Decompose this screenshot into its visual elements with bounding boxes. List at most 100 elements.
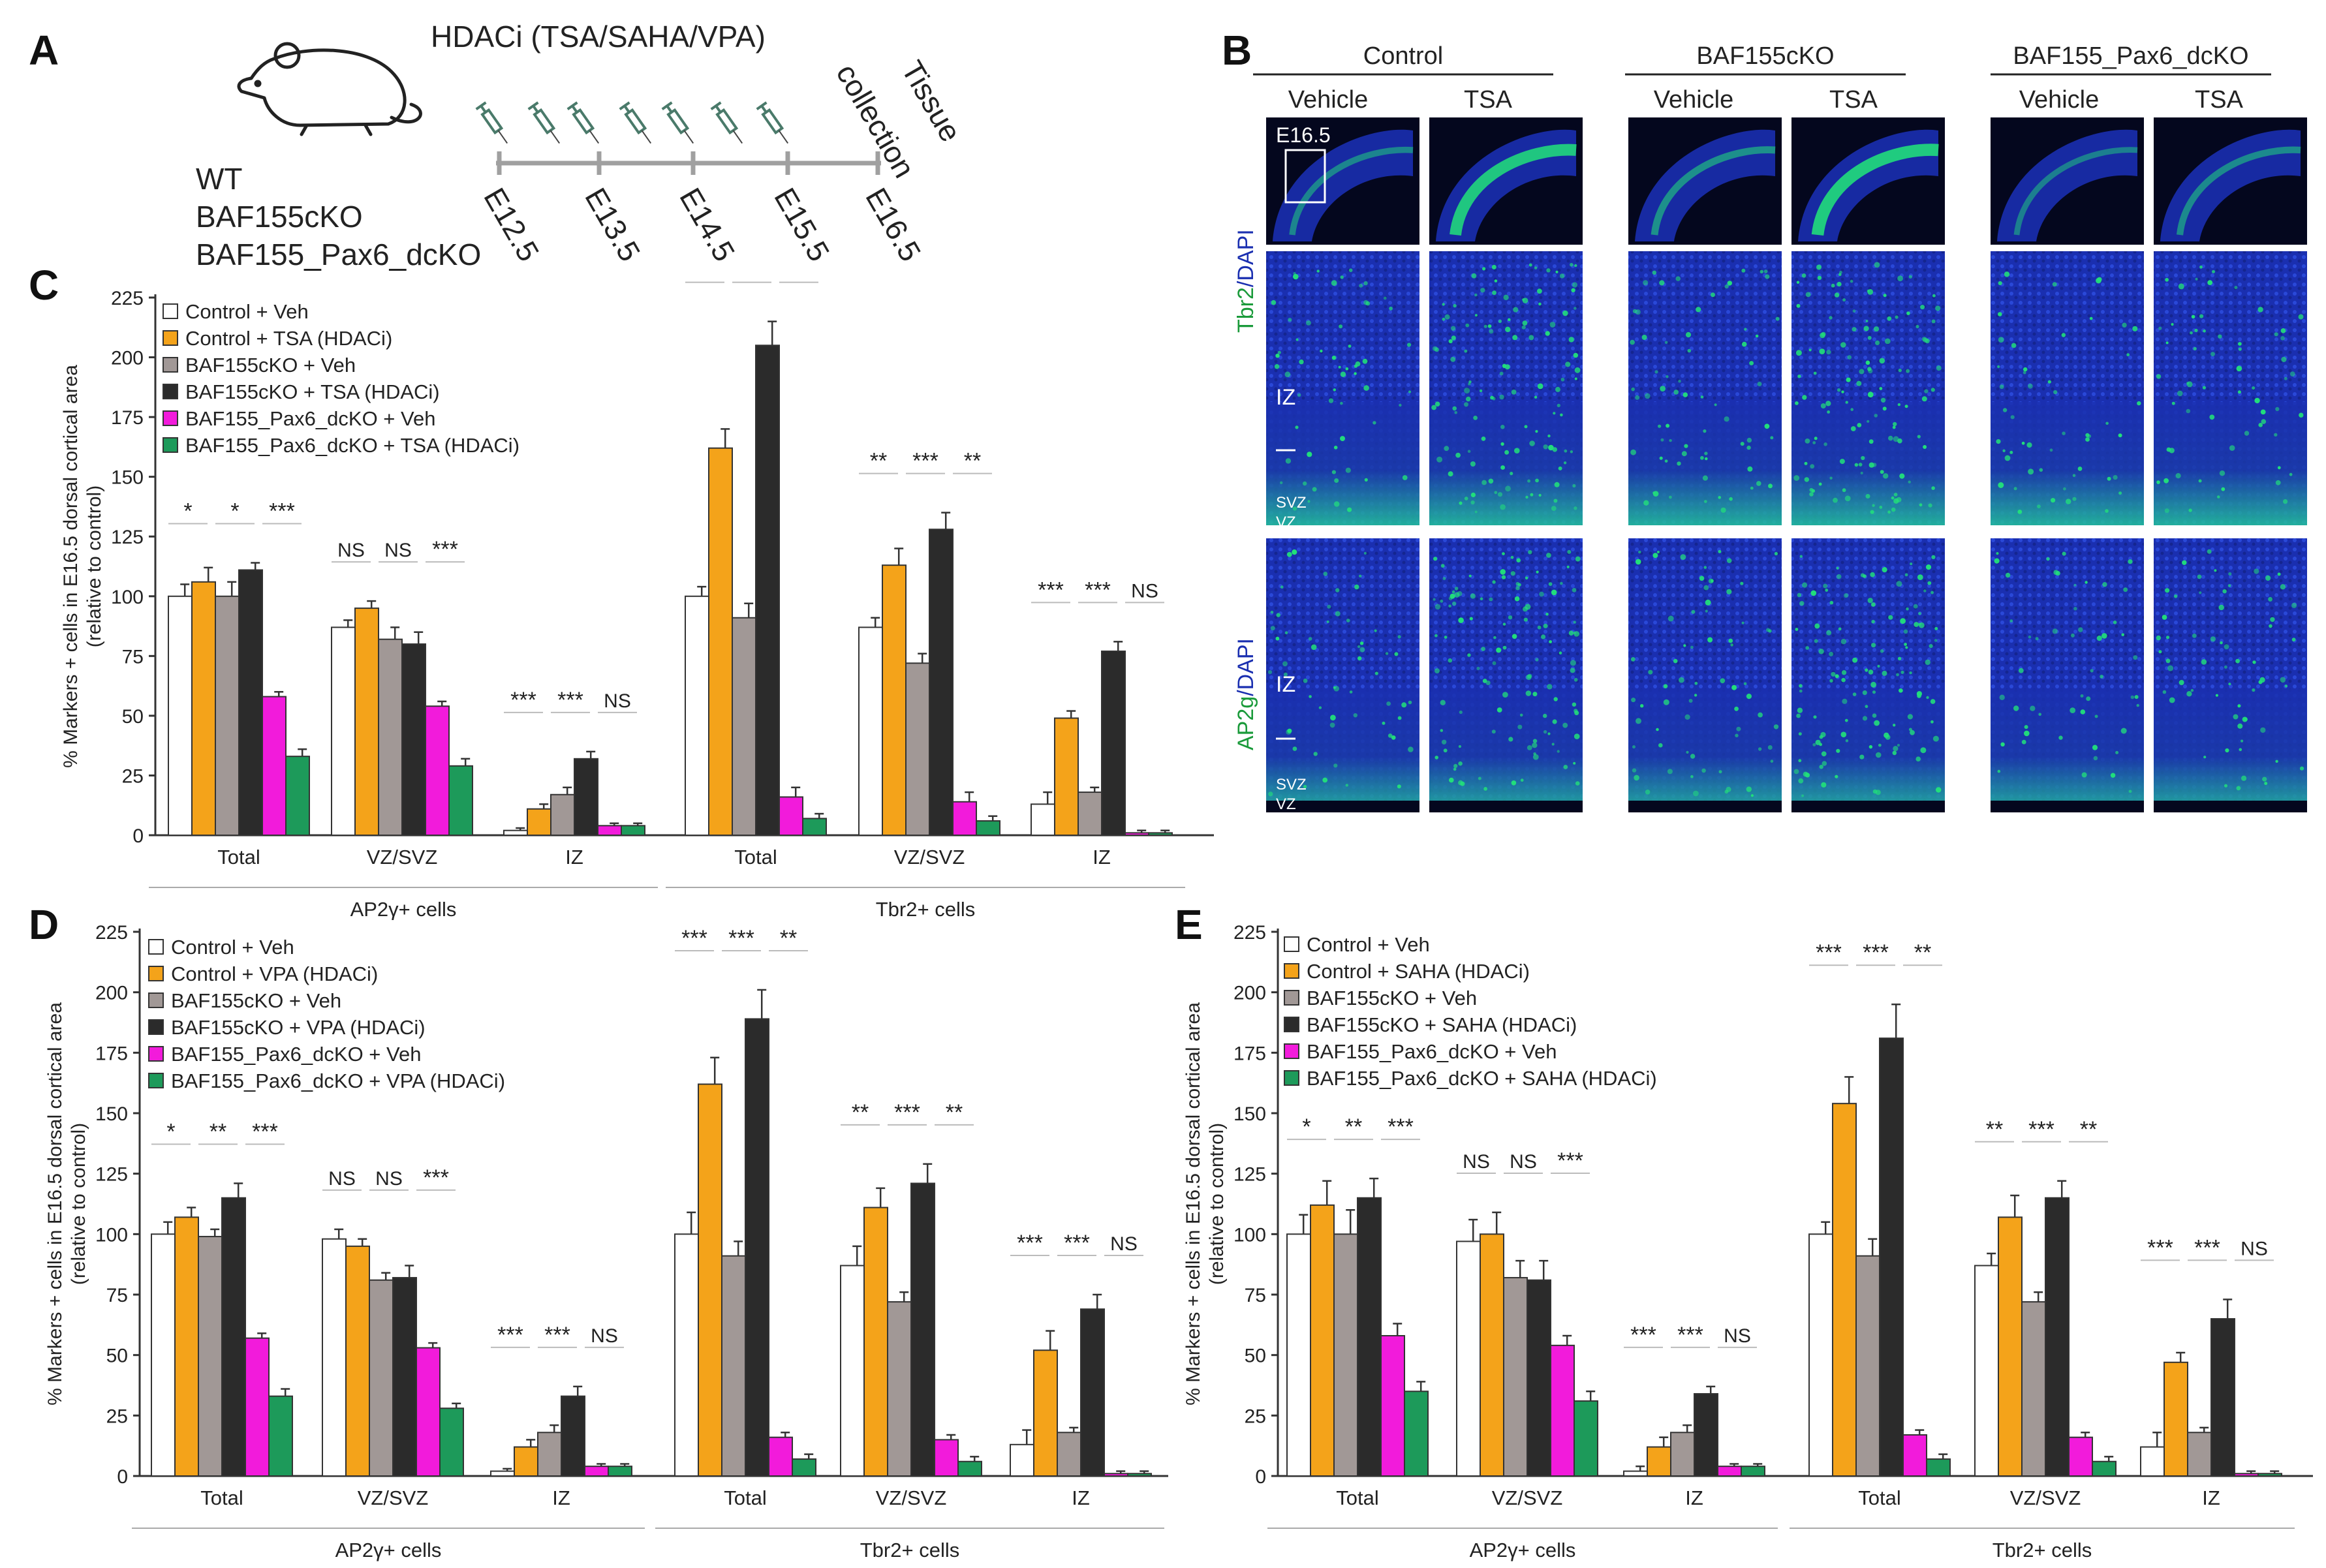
marker-cell xyxy=(1478,776,1481,780)
marker-cell xyxy=(2177,390,2183,397)
marker-cell xyxy=(1808,348,1812,352)
syringe-handle xyxy=(756,101,768,111)
bar xyxy=(608,1466,632,1477)
marker-cell xyxy=(2062,431,2066,435)
marker-cell xyxy=(1660,438,1664,442)
marker-cell xyxy=(1433,557,1438,561)
marker-cell xyxy=(1640,704,1644,708)
bar xyxy=(1855,1255,1880,1477)
marker-cell xyxy=(1515,586,1520,591)
marker-cell xyxy=(1453,767,1457,771)
bar xyxy=(1480,1233,1504,1477)
bar xyxy=(1527,1279,1551,1477)
marker-cell xyxy=(1683,644,1686,647)
marker-cell xyxy=(1918,623,1921,626)
marker-cell xyxy=(1532,754,1539,760)
marker-cell xyxy=(1335,588,1340,592)
marker-cell xyxy=(2284,377,2287,380)
marker-cell xyxy=(1316,269,1320,273)
marker-cell xyxy=(1451,590,1455,594)
significance-label: * xyxy=(1302,1115,1310,1139)
condition-dcko-tsa: TSA xyxy=(2195,86,2244,114)
syringe-plunger xyxy=(623,105,630,114)
marker-cell xyxy=(1397,716,1402,720)
marker-cell xyxy=(1292,746,1297,751)
marker-cell xyxy=(1669,495,1672,499)
marker-cell xyxy=(1996,552,1999,555)
marker-cell xyxy=(1729,497,1733,501)
y-tick-label: 0 xyxy=(132,825,144,847)
bar xyxy=(858,626,883,836)
significance-label: ** xyxy=(209,1119,226,1144)
marker-cell xyxy=(1740,442,1744,446)
marker-cell xyxy=(1923,337,1929,343)
marker-cell xyxy=(1877,664,1880,668)
marker-cell xyxy=(1711,579,1714,583)
micrograph-tile-tbr2-2 xyxy=(1429,251,1583,525)
marker-cell xyxy=(2096,636,2102,641)
significance-label: ** xyxy=(852,1100,869,1125)
marker-cell xyxy=(1684,714,1690,720)
marker-cell xyxy=(1293,272,1296,275)
marker-cell xyxy=(1897,656,1902,660)
legend-label: BAF155_Pax6_dcKO + Veh xyxy=(185,407,435,430)
marker-cell xyxy=(1908,480,1911,484)
marker-cell xyxy=(1483,787,1487,791)
marker-cell xyxy=(1852,309,1856,313)
marker-cell xyxy=(2121,633,2124,636)
marker-cell xyxy=(1551,506,1557,511)
marker-cell xyxy=(1512,335,1518,341)
marker-cell xyxy=(1871,643,1876,648)
marker-cell xyxy=(1663,699,1669,705)
marker-cell xyxy=(1819,765,1823,769)
marker-cell xyxy=(1862,690,1867,696)
legend-label: BAF155cKO + Veh xyxy=(171,989,341,1012)
marker-cell xyxy=(1802,582,1808,588)
syringe-body xyxy=(624,108,647,135)
marker-cell xyxy=(1345,367,1349,371)
marker-cell xyxy=(1568,337,1574,343)
marker-cell xyxy=(1813,371,1817,375)
marker-cell xyxy=(1909,671,1912,675)
marker-cell xyxy=(2236,365,2242,372)
marker-cell xyxy=(1333,446,1338,450)
marker-cell xyxy=(1852,692,1857,696)
bar xyxy=(976,820,1000,837)
legend-swatch xyxy=(1284,963,1299,979)
marker-cell xyxy=(2207,549,2212,554)
significance-label: *** xyxy=(252,1119,278,1144)
legend-label: Control + SAHA (HDACi) xyxy=(1307,960,1530,983)
syringe-icon-7 xyxy=(756,101,789,144)
bar xyxy=(1670,1432,1695,1477)
vz-band xyxy=(1429,402,1583,525)
significance-label: *** xyxy=(557,688,583,713)
marker-cell xyxy=(1838,273,1842,277)
marker-cell xyxy=(1805,292,1811,298)
marker-cell xyxy=(1852,657,1858,663)
marker-cell xyxy=(1547,434,1551,438)
marker-cell xyxy=(1743,682,1747,686)
marker-cell xyxy=(1793,769,1799,775)
bar-chart-d: 0 25 50 75 100 125 150 175 200 225 % Markers + cel… xyxy=(44,922,1168,1561)
marker-cell xyxy=(1871,619,1875,624)
marker-cell xyxy=(1887,510,1891,514)
bar xyxy=(527,808,551,837)
marker-cell xyxy=(2191,315,2195,319)
panel-letter-d: D xyxy=(29,901,59,948)
bar xyxy=(416,1347,441,1477)
bar xyxy=(2210,1318,2235,1477)
bar xyxy=(952,801,977,836)
marker-cell xyxy=(1746,437,1752,443)
group-label: AP2γ+ cells xyxy=(1470,1539,1576,1561)
marker-cell xyxy=(1763,269,1768,273)
vz-band xyxy=(1628,402,1782,525)
marker-cell xyxy=(1875,752,1882,758)
marker-cell xyxy=(1543,730,1547,734)
marker-cell xyxy=(1799,601,1805,606)
syringe-body xyxy=(480,108,504,135)
marker-cell xyxy=(1664,459,1668,463)
marker-cell xyxy=(1887,316,1892,321)
marker-cell xyxy=(2277,466,2281,470)
marker-cell xyxy=(2281,356,2287,362)
marker-cell xyxy=(1491,264,1496,269)
